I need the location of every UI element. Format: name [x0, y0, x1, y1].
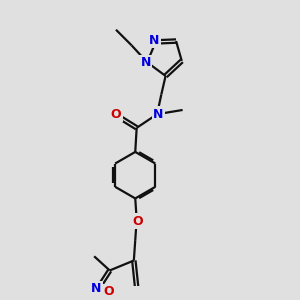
- Text: N: N: [149, 34, 159, 47]
- Text: O: O: [103, 285, 114, 298]
- Text: O: O: [133, 214, 143, 228]
- Text: N: N: [153, 108, 164, 121]
- Text: N: N: [91, 282, 102, 296]
- Text: N: N: [141, 56, 151, 69]
- Text: O: O: [111, 108, 121, 121]
